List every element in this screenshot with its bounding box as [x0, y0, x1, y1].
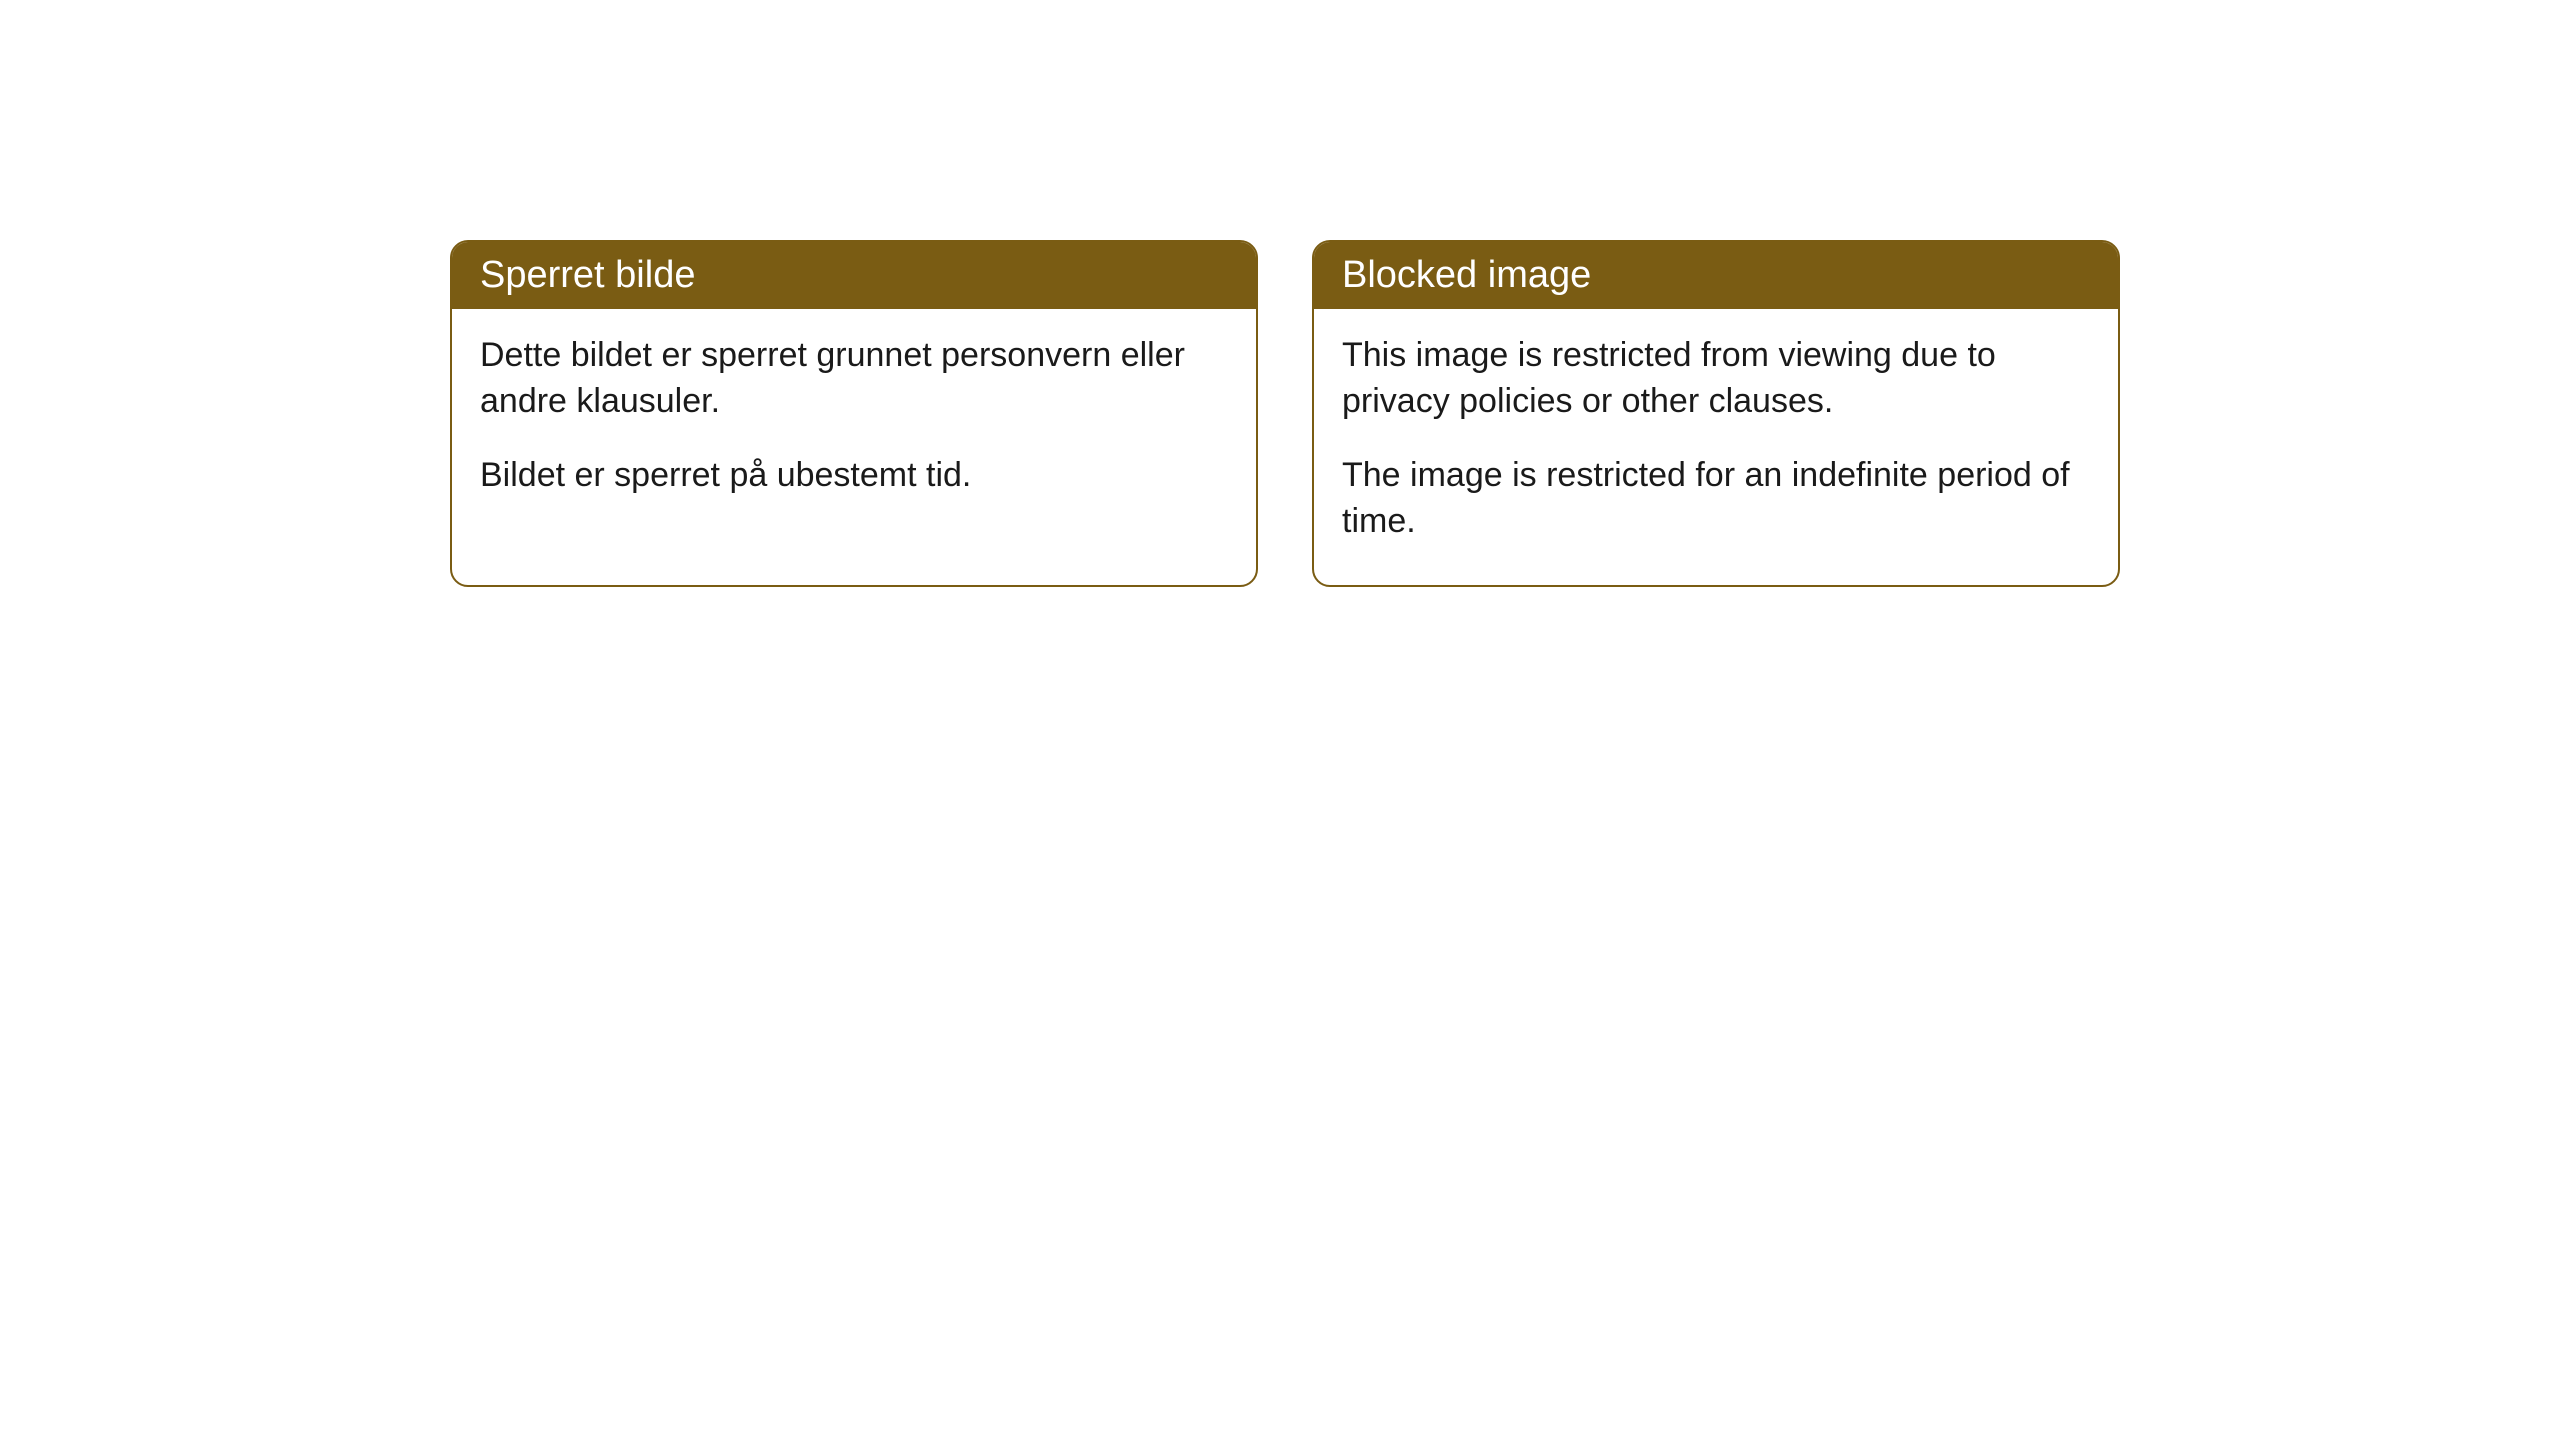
card-body: This image is restricted from viewing du… [1314, 309, 2118, 585]
card-header: Blocked image [1314, 242, 2118, 309]
card-title: Sperret bilde [480, 254, 695, 296]
notice-card-english: Blocked image This image is restricted f… [1312, 240, 2120, 587]
card-body: Dette bildet er sperret grunnet personve… [452, 309, 1256, 539]
card-paragraph: Dette bildet er sperret grunnet personve… [480, 333, 1228, 425]
notice-card-norwegian: Sperret bilde Dette bildet er sperret gr… [450, 240, 1258, 587]
card-paragraph: The image is restricted for an indefinit… [1342, 453, 2090, 545]
notice-cards-container: Sperret bilde Dette bildet er sperret gr… [450, 240, 2120, 587]
card-title: Blocked image [1342, 254, 1591, 296]
card-header: Sperret bilde [452, 242, 1256, 309]
card-paragraph: Bildet er sperret på ubestemt tid. [480, 453, 1228, 499]
card-paragraph: This image is restricted from viewing du… [1342, 333, 2090, 425]
